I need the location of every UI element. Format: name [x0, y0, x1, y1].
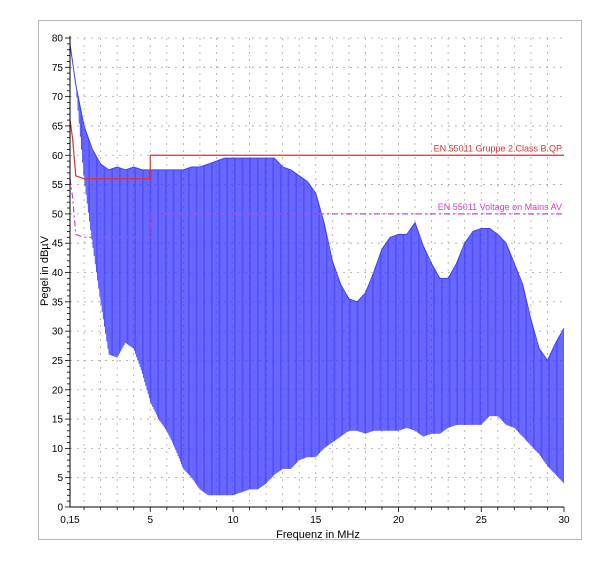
y-tick-label: 5	[57, 473, 63, 484]
y-tick-label: 60	[52, 151, 64, 162]
x-tick-label: 30	[558, 515, 570, 526]
spectrum-series	[69, 43, 565, 496]
limit-line-label: EN 55011 Voltage on Mains AV	[438, 202, 562, 212]
y-tick-label: 80	[52, 34, 64, 45]
limit-labels: EN 55011 Gruppe 2 Class B QP EN 55011 Vol…	[434, 143, 562, 212]
y-tick-label: 40	[52, 268, 64, 279]
y-tick-label: 70	[52, 92, 64, 103]
x-tick-label: 10	[227, 515, 239, 526]
y-tick-label: 0	[57, 503, 63, 514]
x-tick-label: 5	[147, 515, 153, 526]
y-tick-label: 35	[52, 297, 64, 308]
y-tick-label: 15	[52, 415, 64, 426]
x-tick-label: 0,15	[60, 515, 80, 526]
spectrum-envelope	[69, 43, 565, 362]
x-tick-label: 25	[476, 515, 488, 526]
x-tick-label: 15	[310, 515, 322, 526]
y-tick-label: 50	[52, 209, 64, 220]
y-tick-label: 75	[52, 63, 64, 74]
y-tick-label: 55	[52, 180, 64, 191]
y-tick-label: 45	[52, 239, 64, 250]
y-tick-label: 25	[52, 356, 64, 367]
x-axis-title: Frequenz in MHz	[276, 529, 360, 541]
limit-line	[69, 119, 564, 180]
axes: 0 5 10 15 20 25 30 35 40 45 50 55 60 65 70 75 80 0,15 5 10 1…	[52, 34, 570, 527]
spectrum-trace	[76, 90, 564, 496]
y-tick-label: 30	[52, 327, 64, 338]
limit-line-label: EN 55011 Gruppe 2 Class B QP	[434, 143, 562, 153]
y-tick-label: 20	[52, 385, 64, 396]
limit-lines	[69, 119, 564, 238]
y-tick-label: 65	[52, 121, 64, 132]
x-tick-label: 20	[393, 515, 405, 526]
limit-line	[69, 178, 564, 238]
y-tick-label: 10	[52, 444, 64, 455]
y-axis-title: Pegel in dBµV	[39, 235, 51, 306]
